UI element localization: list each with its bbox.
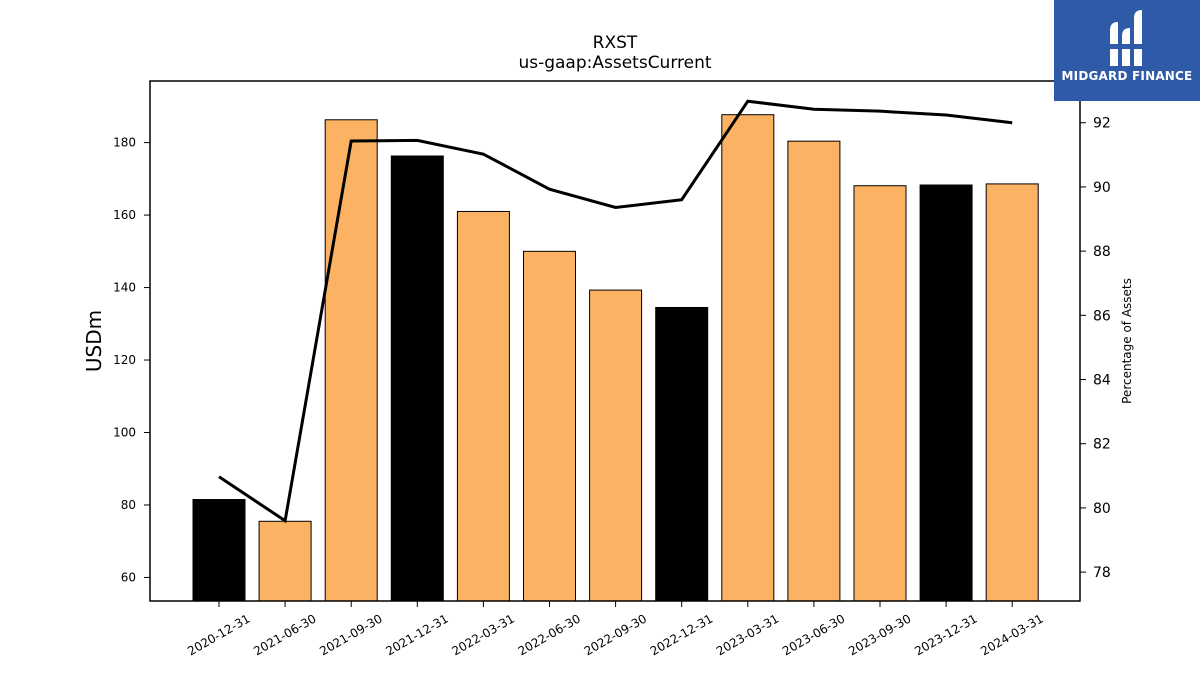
bar: [258, 520, 312, 602]
x-tick-label: 2020-12-31: [185, 611, 252, 658]
y2-tick-label: 80: [1093, 501, 1111, 517]
bar: [192, 499, 246, 602]
bar: [787, 140, 841, 602]
logo-text: MIDGARD FINANCE: [1061, 69, 1193, 83]
bar: [589, 289, 643, 602]
bar: [390, 155, 444, 602]
y-tick-label: 140: [113, 281, 136, 295]
y-tick-label: 60: [121, 570, 136, 584]
logo-mark-icon: [1108, 10, 1144, 66]
y-axis-right: 78 80 82 84 86 88 90 92: [1080, 116, 1111, 581]
y2-tick-label: 92: [1093, 116, 1111, 132]
y-tick-label: 180: [113, 136, 136, 150]
percentage-line: [218, 99, 1013, 524]
x-tick-label: 2022-12-31: [648, 611, 715, 658]
line-series: [218, 99, 1013, 524]
x-tick-label: 2022-06-30: [516, 611, 583, 658]
y2-tick-label: 86: [1093, 308, 1111, 324]
y-tick-label: 120: [113, 353, 136, 367]
y-axis-label: USDm: [82, 310, 106, 372]
bar-series: [192, 114, 1039, 602]
bar: [919, 184, 973, 602]
x-tick-label: 2022-09-30: [582, 611, 649, 658]
y-tick-label: 100: [113, 425, 136, 439]
x-tick-label: 2023-09-30: [846, 611, 913, 658]
y2-axis-label: Percentage of Assets: [1120, 278, 1134, 404]
y2-tick-label: 88: [1093, 244, 1111, 260]
y2-tick-label: 90: [1093, 180, 1111, 196]
y2-tick-label: 82: [1093, 437, 1111, 453]
x-tick-label: 2023-03-31: [714, 611, 781, 658]
bar: [324, 119, 378, 602]
x-tick-label: 2023-12-31: [912, 611, 979, 658]
chart-title: RXST: [593, 33, 638, 53]
x-tick-label: 2021-06-30: [251, 611, 318, 658]
y-axis-left: 60 80 100 120 140 160 180: [113, 136, 150, 584]
bar: [456, 210, 510, 602]
x-tick-label: 2023-06-30: [780, 611, 847, 658]
chart-subtitle: us-gaap:AssetsCurrent: [518, 53, 711, 73]
x-tick-label: 2021-09-30: [317, 611, 384, 658]
x-tick-label: 2022-03-31: [449, 611, 516, 658]
midgard-finance-logo: MIDGARD FINANCE: [1054, 0, 1200, 101]
x-axis: 2020-12-312021-06-302021-09-302021-12-31…: [185, 601, 1046, 658]
y-tick-label: 160: [113, 208, 136, 222]
bar: [853, 185, 907, 602]
plot-frame: [149, 80, 1081, 602]
x-tick-label: 2021-12-31: [383, 611, 450, 658]
y2-tick-label: 78: [1093, 565, 1111, 581]
x-tick-label: 2024-03-31: [978, 611, 1045, 658]
y2-tick-label: 84: [1093, 373, 1111, 389]
bar: [985, 183, 1039, 602]
bar: [523, 250, 576, 602]
bar: [721, 114, 775, 602]
y-tick-label: 80: [121, 498, 136, 512]
bar: [655, 306, 709, 602]
